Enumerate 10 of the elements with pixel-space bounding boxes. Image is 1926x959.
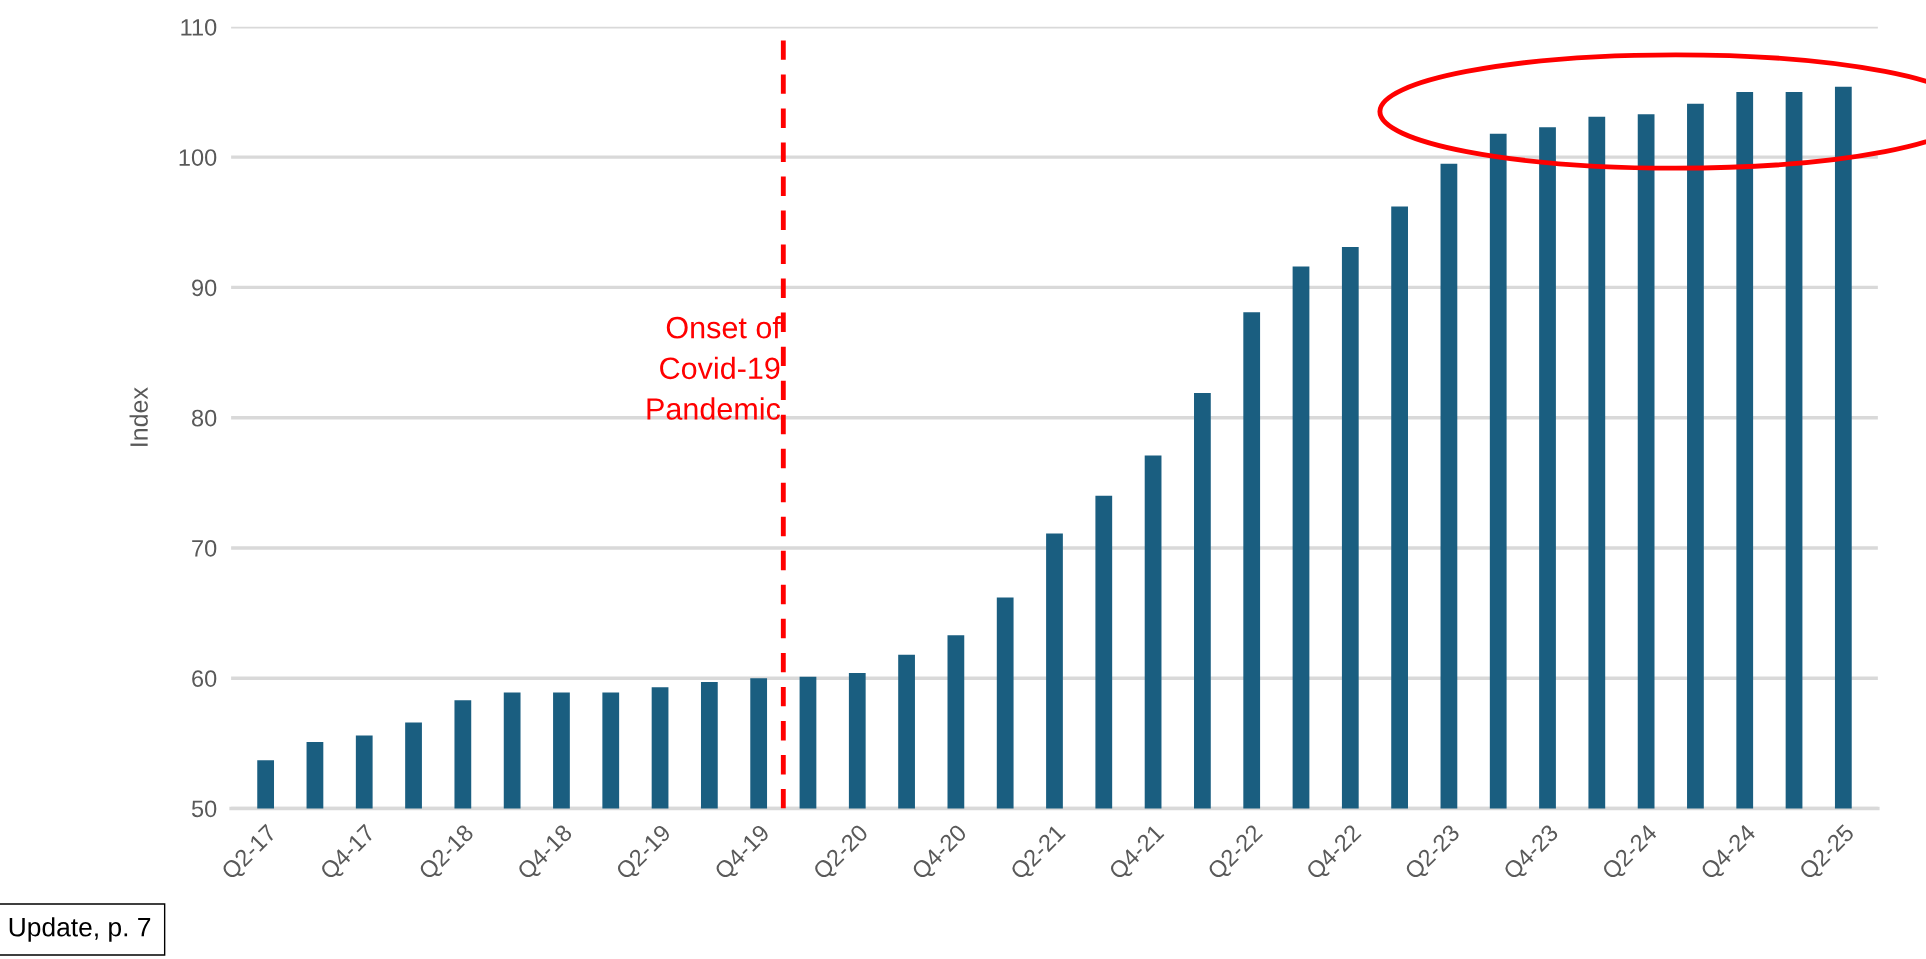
y-tick-label: 80 xyxy=(192,409,217,427)
y-axis-title: Index xyxy=(129,387,148,446)
y-tick-label: 60 xyxy=(192,670,217,687)
y-tick-label: 50 xyxy=(191,800,217,818)
text: Update, p. 7 xyxy=(9,917,151,942)
y-tick-label: 70 xyxy=(192,539,217,557)
y-tick-label: 110 xyxy=(181,18,217,36)
y-tick-label: 100 xyxy=(179,149,217,166)
y-tick-label: 90 xyxy=(192,279,217,297)
ref-line-label: Onset of Covid-19 Pandemic xyxy=(647,316,781,420)
